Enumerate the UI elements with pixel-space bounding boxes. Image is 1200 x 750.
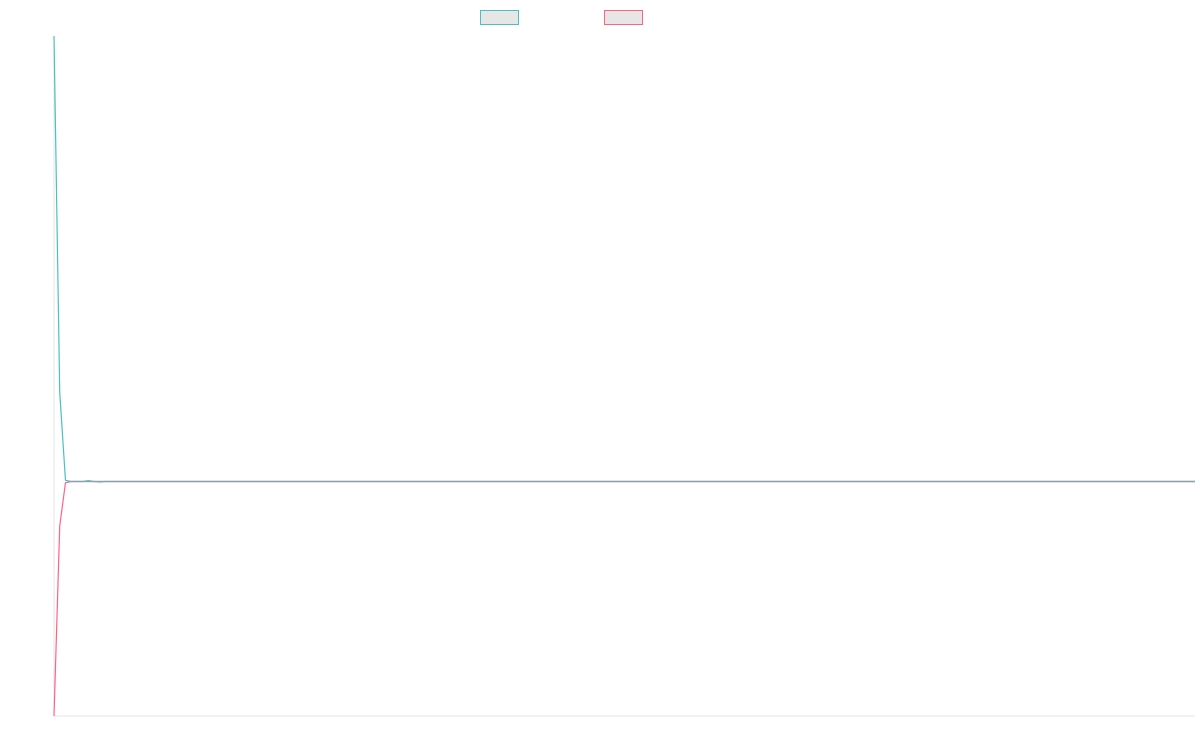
legend-swatch-series-1 (480, 9, 519, 25)
legend-swatch-series-2 (604, 9, 643, 25)
legend (0, 0, 1200, 34)
series-layer (53, 35, 1195, 717)
legend-item-series-2[interactable] (604, 9, 651, 25)
series-line-2 (53, 480, 1195, 717)
series-line-1 (53, 35, 1195, 483)
legend-item-series-1[interactable] (480, 9, 527, 25)
